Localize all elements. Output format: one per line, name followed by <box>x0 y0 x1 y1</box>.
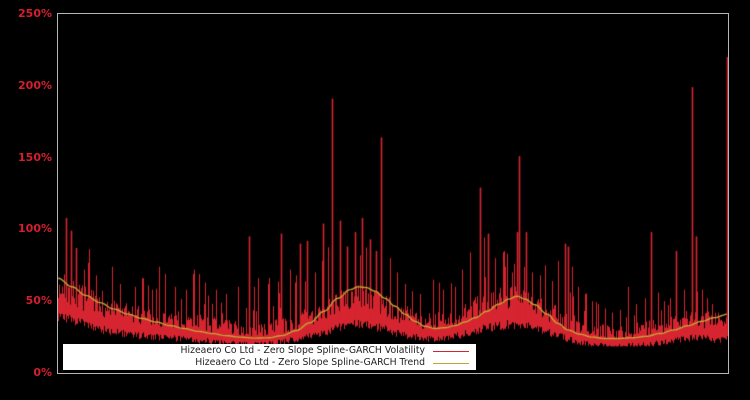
chart-canvas <box>58 14 728 373</box>
y-axis-tick-50: 50% <box>25 294 52 307</box>
plot-area <box>57 13 729 374</box>
y-axis-tick-0: 0% <box>33 366 52 379</box>
y-axis-tick-200: 200% <box>18 79 52 92</box>
volatility-line-sample-icon <box>433 350 469 352</box>
legend-label-trend: Hizeaero Co Ltd - Zero Slope Spline-GARC… <box>195 357 425 368</box>
trend-line-sample-icon <box>433 362 469 364</box>
legend-entry-trend: Hizeaero Co Ltd - Zero Slope Spline-GARC… <box>67 357 469 369</box>
legend-entry-volatility: Hizeaero Co Ltd - Zero Slope Spline-GARC… <box>67 345 469 357</box>
y-axis-tick-150: 150% <box>18 151 52 164</box>
y-axis-tick-250: 250% <box>18 7 52 20</box>
legend-label-volatility: Hizeaero Co Ltd - Zero Slope Spline-GARC… <box>180 345 426 356</box>
y-axis-tick-100: 100% <box>18 222 52 235</box>
chart-legend: Hizeaero Co Ltd - Zero Slope Spline-GARC… <box>63 344 476 370</box>
